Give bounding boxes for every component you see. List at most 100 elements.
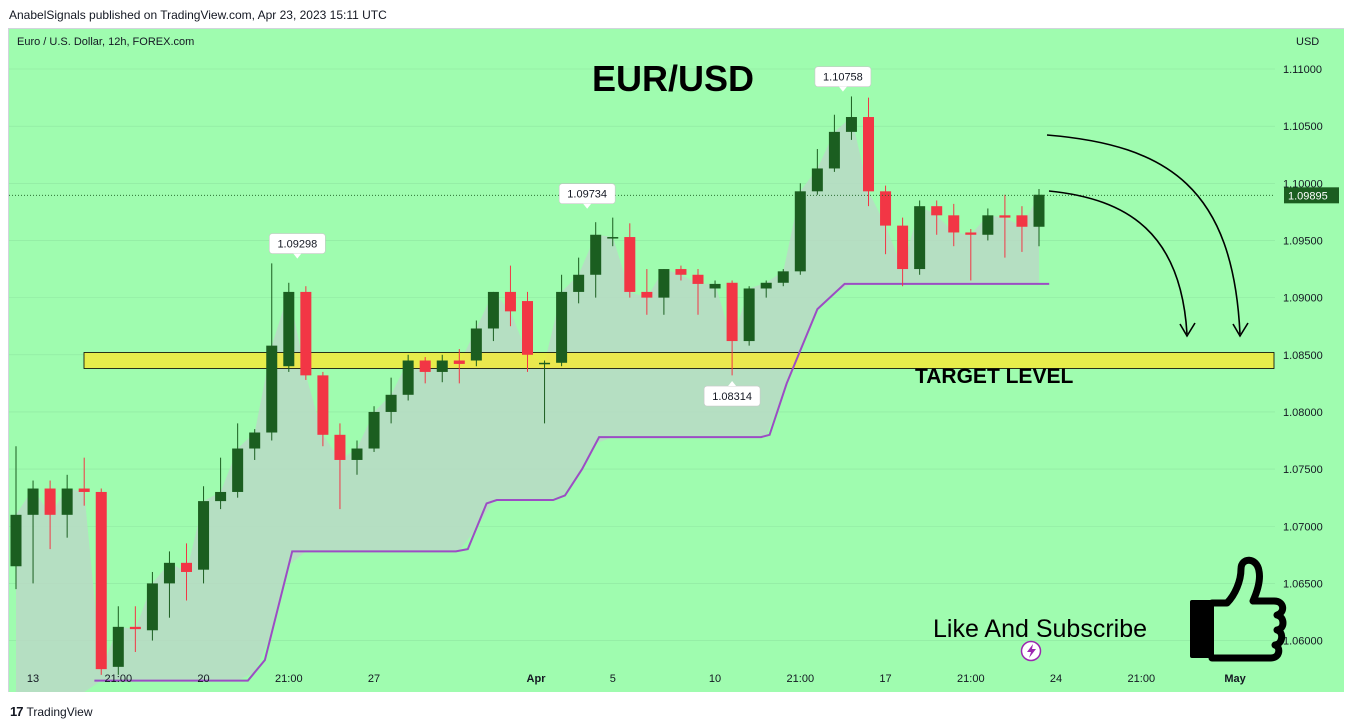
candle-body bbox=[590, 234, 602, 275]
price-tick-label: 1.06000 bbox=[1283, 636, 1323, 648]
candle-body bbox=[522, 301, 533, 355]
price-tick-label: 1.06500 bbox=[1283, 578, 1323, 590]
candle-30 bbox=[522, 291, 533, 372]
candle-body bbox=[232, 448, 244, 492]
tradingview-logo-mark: 17 bbox=[10, 704, 24, 719]
candle-body bbox=[44, 488, 56, 515]
candle-body bbox=[948, 215, 960, 233]
candle-body bbox=[794, 191, 806, 272]
candle-body bbox=[897, 225, 909, 270]
price-callout-pointer bbox=[293, 253, 302, 259]
candle-body bbox=[641, 291, 653, 298]
time-axis[interactable]: 13 21:00 20 21:00 27 Apr 5 10 21:00 17 21:00 24 21:0… bbox=[27, 673, 1247, 685]
time-tick-label: 17 bbox=[879, 673, 891, 685]
candle-55 bbox=[948, 203, 960, 247]
price-tick-label: 1.09500 bbox=[1283, 235, 1323, 247]
candle-body bbox=[743, 288, 755, 342]
candle-16 bbox=[283, 282, 295, 372]
last-price-tag: 1.09895 bbox=[1284, 187, 1339, 204]
candle-34 bbox=[590, 222, 602, 298]
price-tick-label: 1.07000 bbox=[1283, 521, 1323, 533]
candle-38 bbox=[658, 269, 670, 315]
time-tick-label: 27 bbox=[368, 673, 380, 685]
candle-body bbox=[368, 411, 380, 449]
candle-body bbox=[61, 488, 73, 515]
price-callout-text: 1.08314 bbox=[712, 391, 752, 403]
candle-body bbox=[385, 394, 397, 412]
candle-44 bbox=[760, 280, 772, 298]
candle-2 bbox=[44, 480, 56, 550]
candle-body bbox=[828, 131, 840, 169]
candle-body bbox=[129, 626, 141, 630]
candle-37 bbox=[641, 269, 653, 315]
candle-body bbox=[283, 291, 295, 367]
candle-body bbox=[1033, 194, 1045, 227]
trailing-stop-line bbox=[94, 282, 1050, 682]
candle-43 bbox=[743, 286, 755, 346]
tradingview-logo[interactable]: 17 TradingView bbox=[10, 704, 93, 719]
candle-body bbox=[163, 562, 175, 584]
lightning-icon[interactable] bbox=[1020, 640, 1042, 662]
target-level-band bbox=[83, 352, 1275, 369]
price-tick-label: 1.08500 bbox=[1283, 350, 1323, 362]
candle-22 bbox=[385, 377, 397, 424]
arrow-curve-long bbox=[1046, 134, 1241, 335]
candle-body bbox=[675, 269, 687, 275]
candle-59 bbox=[1016, 206, 1028, 252]
candle-51 bbox=[880, 185, 892, 255]
candle-57 bbox=[982, 208, 994, 241]
candle-54 bbox=[931, 200, 943, 235]
candle-50 bbox=[863, 97, 874, 207]
candle-32 bbox=[556, 274, 568, 367]
candle-18 bbox=[317, 371, 329, 447]
time-tick-label: 21:00 bbox=[275, 673, 303, 685]
candle-25 bbox=[436, 354, 448, 383]
candle-body bbox=[624, 237, 636, 292]
candle-46 bbox=[794, 183, 806, 275]
time-tick-label: 24 bbox=[1050, 673, 1062, 685]
candle-body bbox=[658, 269, 670, 298]
candle-body bbox=[436, 360, 448, 372]
candle-body bbox=[811, 168, 823, 192]
candle-0 bbox=[10, 446, 22, 590]
price-tick-label: 1.10000 bbox=[1283, 178, 1323, 190]
candle-body bbox=[402, 360, 414, 395]
candle-body bbox=[863, 117, 874, 192]
candle-body bbox=[709, 283, 721, 289]
price-chart[interactable]: 1.09298 1.09734 1.08314 1.10758 1.11000 1.10… bbox=[9, 29, 1344, 692]
candle-body bbox=[777, 271, 789, 283]
candle-body bbox=[965, 232, 977, 235]
candle-body bbox=[880, 191, 892, 226]
candle-27 bbox=[470, 320, 482, 367]
thumbs-up-icon bbox=[1190, 556, 1287, 662]
time-tick-label: 10 bbox=[709, 673, 721, 685]
candle-body bbox=[198, 501, 210, 570]
time-tick-label: Apr bbox=[527, 673, 547, 685]
arrow-head-long bbox=[1232, 322, 1249, 338]
candle-body bbox=[504, 291, 516, 312]
candle-body bbox=[146, 583, 158, 631]
candle-body bbox=[95, 491, 107, 670]
candle-body bbox=[300, 291, 312, 376]
symbol-info[interactable]: Euro / U.S. Dollar, 12h, FOREX.com bbox=[17, 36, 194, 48]
price-callout-pointer bbox=[583, 203, 592, 209]
candle-body bbox=[1016, 215, 1028, 227]
candle-14 bbox=[249, 429, 261, 460]
time-tick-label: 13 bbox=[27, 673, 39, 685]
target-band bbox=[83, 352, 1275, 369]
price-labels: 1.09298 1.09734 1.08314 1.10758 bbox=[269, 66, 872, 407]
candle-53 bbox=[914, 200, 926, 275]
time-tick-label: 5 bbox=[610, 673, 616, 685]
candle-body bbox=[760, 282, 772, 289]
candle-11 bbox=[198, 486, 210, 584]
candle-body bbox=[914, 206, 926, 270]
price-callout-0: 1.09298 bbox=[269, 233, 326, 259]
like-subscribe-text: Like And Subscribe bbox=[933, 615, 1147, 643]
price-tick-label: 1.09000 bbox=[1283, 293, 1323, 305]
price-axis[interactable]: 1.11000 1.10500 1.10000 1.09500 1.09000 1.085… bbox=[1283, 64, 1339, 648]
time-tick-label: 20 bbox=[197, 673, 209, 685]
candle-19 bbox=[334, 423, 346, 510]
candle-36 bbox=[624, 223, 636, 298]
candle-9 bbox=[163, 551, 175, 618]
candle-body bbox=[999, 215, 1011, 218]
